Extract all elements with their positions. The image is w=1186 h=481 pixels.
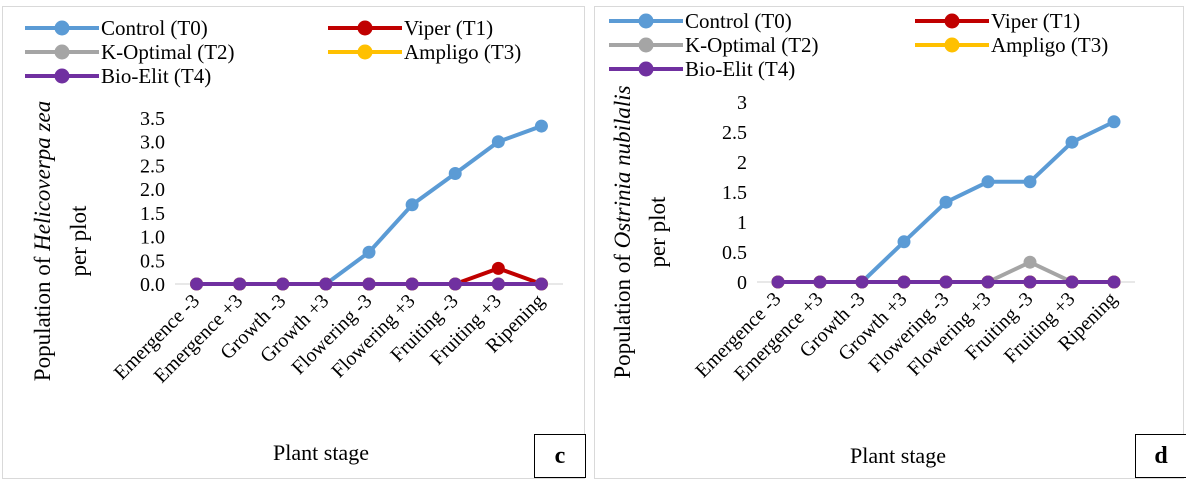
legend-entry: K-Optimal (T2) — [609, 33, 819, 57]
data-point — [813, 275, 827, 289]
data-point — [1023, 255, 1037, 269]
legend-label: Bio-Elit (T4) — [101, 64, 211, 88]
data-point — [1023, 275, 1037, 289]
y-tick-label: 2 — [737, 152, 747, 174]
legend-marker — [944, 37, 960, 53]
data-point — [771, 275, 785, 289]
data-point — [448, 277, 462, 291]
y-tick-label: 3.0 — [140, 132, 165, 154]
legend-marker — [357, 20, 373, 36]
legend-marker — [54, 68, 70, 84]
data-point — [319, 277, 333, 291]
data-point — [897, 235, 911, 249]
legend-marker — [54, 44, 70, 60]
y-tick-label: 3 — [737, 92, 747, 114]
legend-label: Ampligo (T3) — [404, 40, 521, 64]
legend-marker — [944, 13, 960, 29]
legend-entry: K-Optimal (T2) — [25, 40, 235, 64]
legend-label: Viper (T1) — [404, 16, 493, 40]
data-point — [1065, 135, 1079, 149]
legend-label: Control (T0) — [685, 9, 792, 33]
data-point — [534, 277, 548, 291]
y-tick-label: 0.5 — [722, 242, 747, 264]
panel-label-d: d — [1135, 434, 1186, 478]
data-point — [190, 277, 204, 291]
series-bio-elit-t4 — [771, 275, 1121, 289]
series-control-t0 — [771, 115, 1121, 289]
legend-marker — [357, 44, 373, 60]
y-tick-label: 2.5 — [722, 122, 747, 144]
data-point — [233, 277, 247, 291]
legend-entry: Ampligo (T3) — [915, 33, 1108, 57]
data-point — [939, 195, 953, 209]
data-point — [491, 261, 505, 275]
panel-label-c: c — [534, 434, 586, 478]
legend-entry: Ampligo (T3) — [328, 40, 521, 64]
legend-label: Control (T0) — [101, 16, 208, 40]
legend-label: K-Optimal (T2) — [685, 33, 819, 57]
data-point — [405, 277, 419, 291]
y-axis-label-line2: per plot — [66, 205, 91, 277]
data-point — [897, 275, 911, 289]
y-tick-label: 1.5 — [140, 203, 165, 225]
data-point — [491, 277, 505, 291]
series-bio-elit-t4 — [190, 277, 548, 291]
legend-label: K-Optimal (T2) — [101, 40, 235, 64]
legend-marker — [638, 61, 654, 77]
series-line — [196, 124, 543, 286]
x-axis-label: Plant stage — [850, 443, 946, 468]
data-point — [1023, 175, 1037, 189]
data-point — [405, 198, 419, 212]
data-point — [939, 275, 953, 289]
y-tick-label: 0 — [737, 272, 747, 294]
legend-marker — [54, 20, 70, 36]
data-point — [276, 277, 290, 291]
legend-entry: Bio-Elit (T4) — [609, 57, 795, 81]
y-axis-label: Population of Helicoverpa zea — [30, 101, 55, 381]
x-axis-label: Plant stage — [273, 440, 369, 465]
data-point — [981, 175, 995, 189]
legend-label: Bio-Elit (T4) — [685, 57, 795, 81]
data-point — [448, 166, 462, 180]
y-tick-label: 2.0 — [140, 179, 165, 201]
data-point — [534, 119, 548, 133]
legend-entry: Bio-Elit (T4) — [25, 64, 211, 88]
chart-panel-d: 0 0.5 1 1.5 2 2.5 3 Emergence -3 Emergence +3 Gro… — [594, 6, 1186, 479]
y-tick-label: 0.0 — [140, 274, 165, 296]
y-tick-label: 1.5 — [722, 182, 747, 204]
legend-entry: Viper (T1) — [915, 9, 1080, 33]
chart-panel-c: 0.0 0.5 1.0 1.5 2.0 2.5 3.0 3.5 Emergence -3 Emer… — [2, 6, 586, 479]
data-point — [855, 275, 869, 289]
y-tick-label: 0.5 — [140, 250, 165, 272]
data-point — [362, 245, 376, 259]
legend-entry: Control (T0) — [609, 9, 792, 33]
legend-label: Viper (T1) — [991, 9, 1080, 33]
data-point — [362, 277, 376, 291]
data-point — [1107, 275, 1121, 289]
y-tick-label: 2.5 — [140, 155, 165, 177]
y-axis-label: Population of Ostrinia nubilalis — [610, 85, 635, 378]
y-tick-label: 1 — [737, 212, 747, 234]
legend-marker — [638, 37, 654, 53]
legend-label: Ampligo (T3) — [991, 33, 1108, 57]
data-point — [981, 275, 995, 289]
data-point — [1065, 275, 1079, 289]
y-tick-label: 1.0 — [140, 227, 165, 249]
data-point — [491, 135, 505, 149]
y-axis-label-line2: per plot — [645, 196, 670, 268]
data-point — [1107, 115, 1121, 129]
legend-entry: Viper (T1) — [328, 16, 493, 40]
legend-entry: Control (T0) — [25, 16, 208, 40]
y-tick-label: 3.5 — [140, 108, 165, 130]
legend-marker — [638, 13, 654, 29]
